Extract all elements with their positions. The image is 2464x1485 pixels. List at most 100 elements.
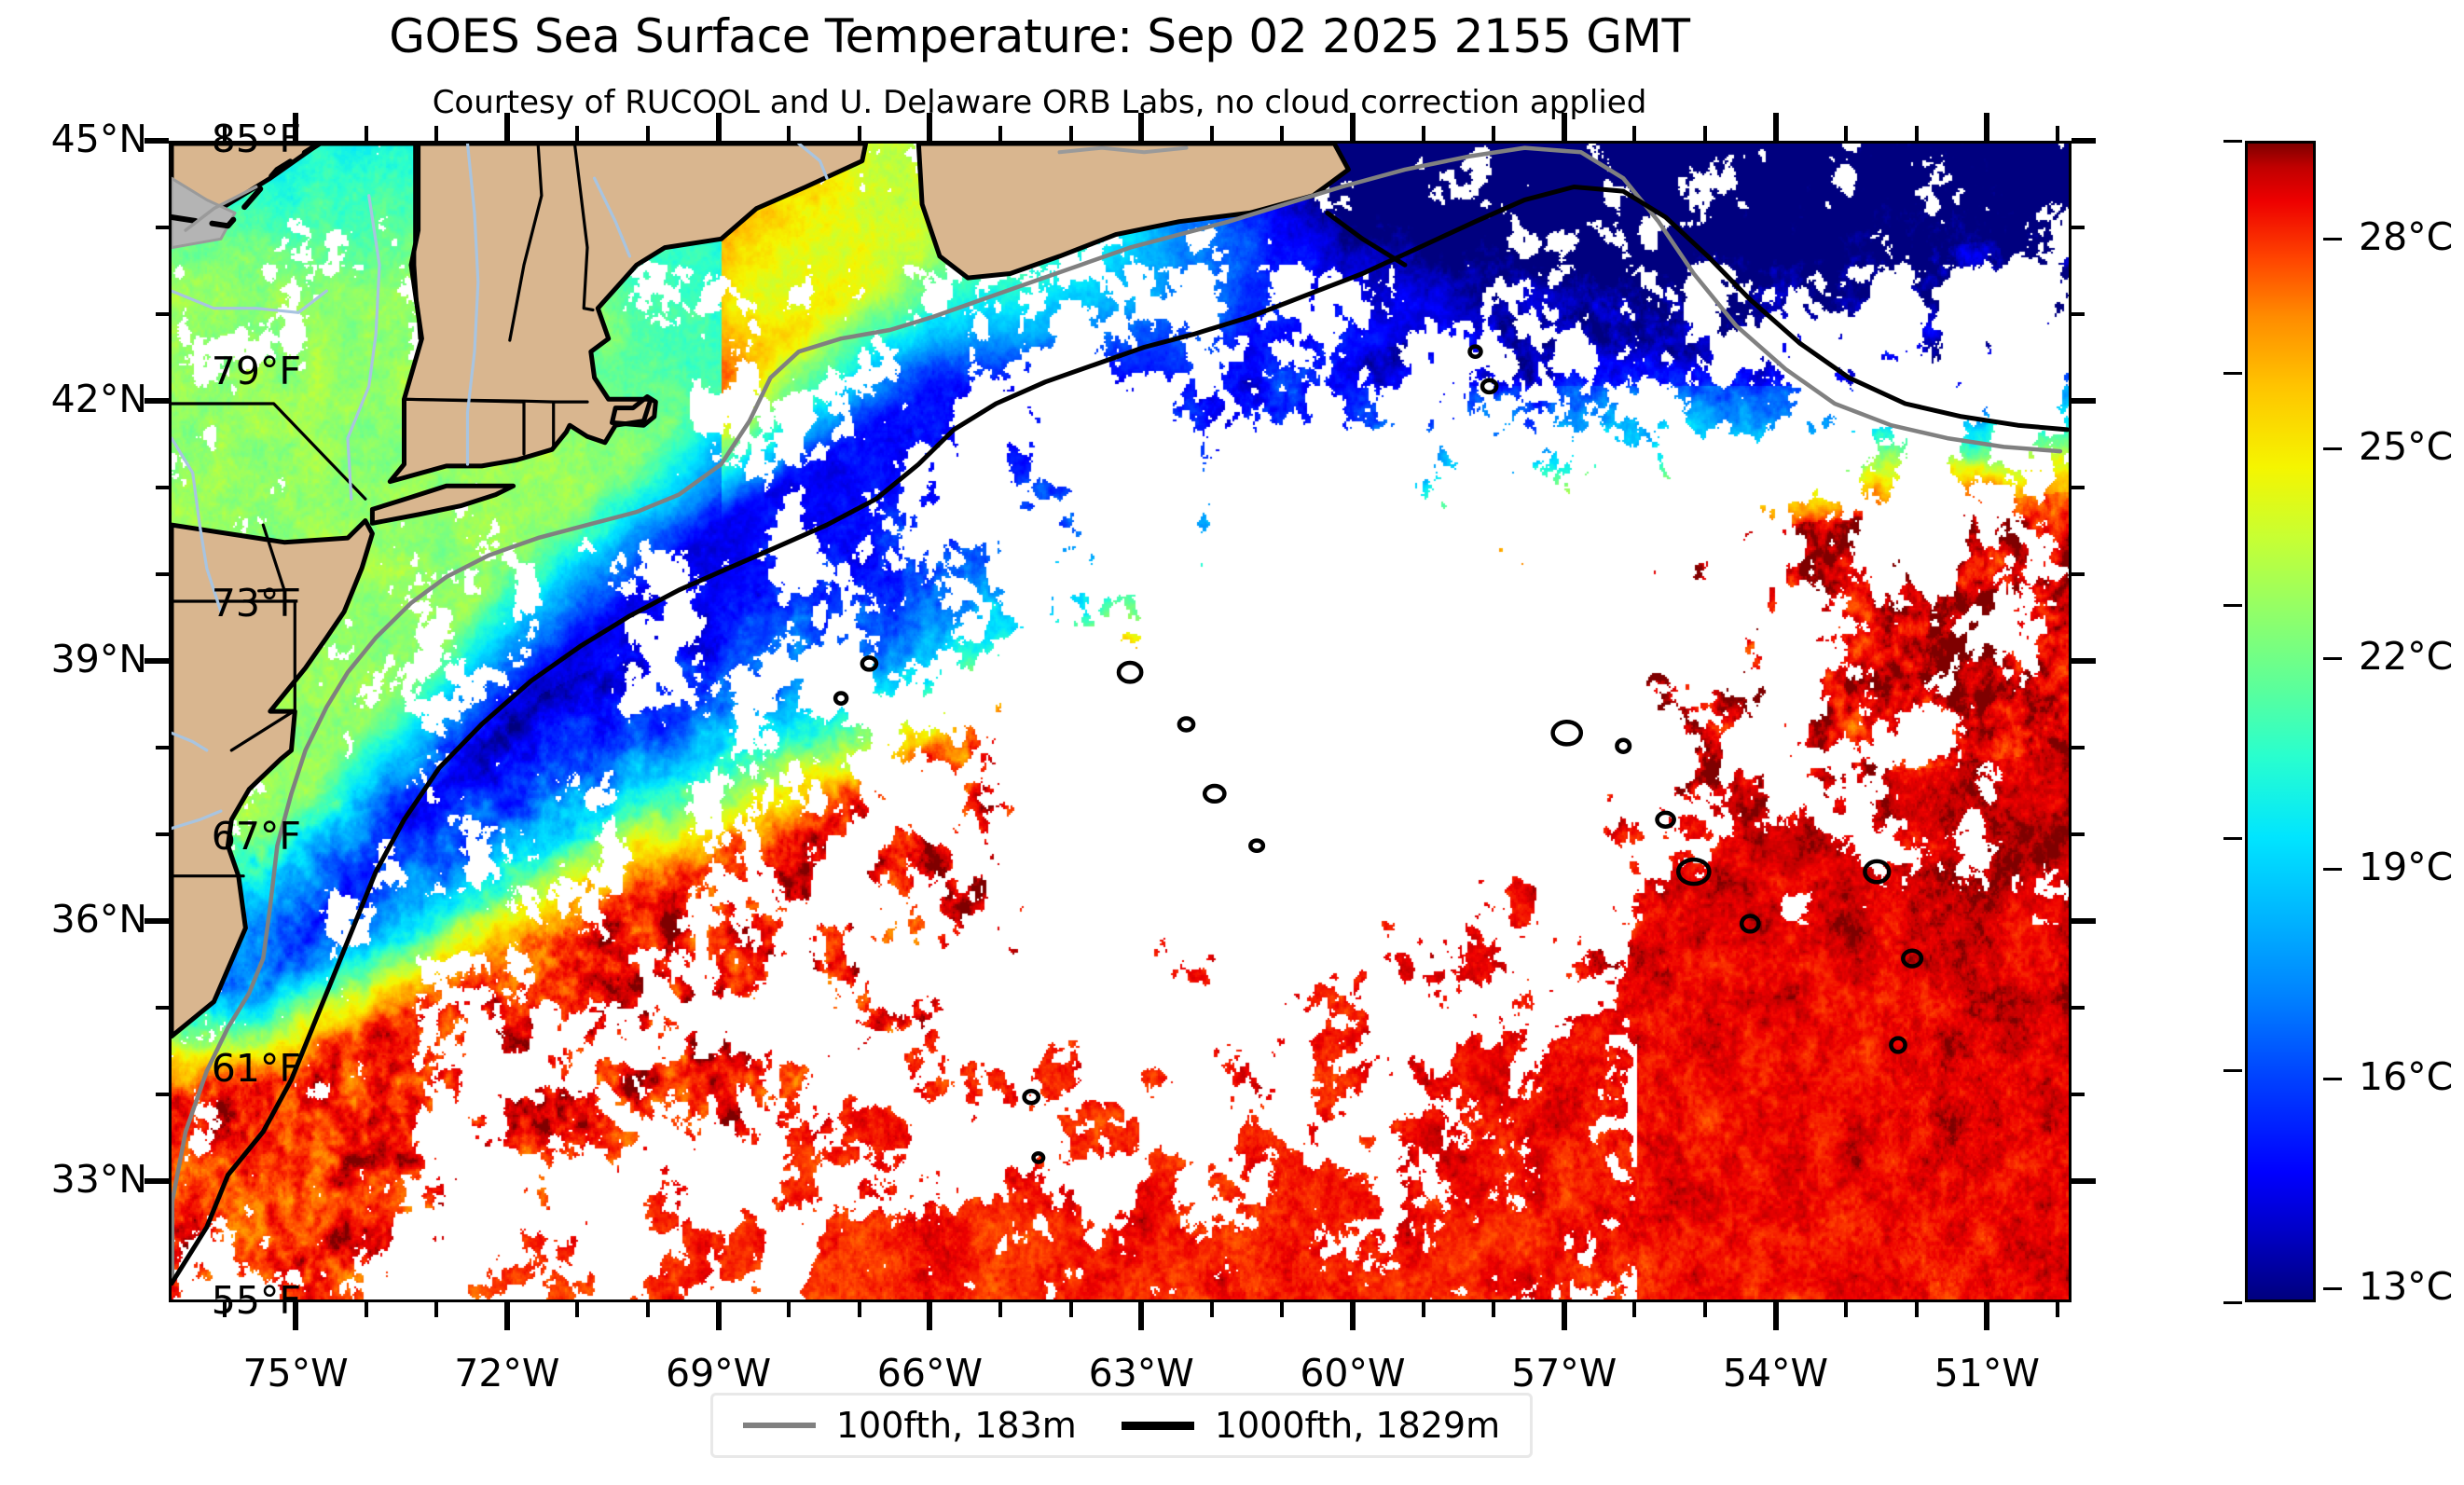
lon-tick-major — [1984, 113, 1990, 141]
nearshore-contour-ns — [1057, 145, 1189, 155]
laurentian-channel-contour — [1325, 210, 1408, 268]
lon-tick-minor — [1914, 126, 1919, 141]
coastline-3 — [610, 394, 658, 428]
lon-tick-minor — [998, 1302, 1002, 1317]
lon-tick-minor — [2055, 1302, 2059, 1317]
lat-tick-major — [145, 1177, 169, 1184]
lon-tick-minor — [1914, 1302, 1919, 1317]
lon-tick-minor — [646, 126, 651, 141]
lon-tick-minor — [1280, 1302, 1285, 1317]
lon-label: 63°W — [1088, 1351, 1194, 1396]
lat-tick-minor — [2072, 1092, 2085, 1096]
lon-tick-minor — [1702, 1302, 1707, 1317]
lat-tick-major — [145, 657, 169, 664]
lon-tick-minor — [575, 126, 580, 141]
lon-tick-minor — [223, 126, 227, 141]
colorbar-tick-dash — [2323, 238, 2342, 241]
lat-tick-major — [145, 397, 169, 404]
lon-tick-major — [927, 1302, 933, 1330]
colorbar-tick-dash — [2323, 447, 2342, 451]
coastline-2 — [915, 144, 1351, 281]
colorbar-fahrenheit-label: 85°F — [211, 117, 301, 161]
colorbar-celsius-label: 16°C — [2359, 1053, 2454, 1099]
lat-label: 36°N — [50, 896, 147, 942]
lat-tick-minor — [156, 745, 169, 749]
seamount-contour-11 — [1889, 1036, 1907, 1054]
state-border-8 — [172, 402, 367, 501]
lon-tick-minor — [575, 1302, 580, 1317]
temperature-colorbar[interactable] — [2245, 141, 2316, 1302]
state-border-2 — [572, 144, 595, 312]
lon-tick-major — [1138, 113, 1145, 141]
lon-tick-major — [1349, 1302, 1356, 1330]
lat-tick-minor — [156, 832, 169, 836]
colorbar-celsius-label: 13°C — [2359, 1263, 2454, 1309]
seamount-contour-7 — [1675, 857, 1712, 887]
lon-tick-minor — [787, 126, 792, 141]
lon-tick-minor — [1632, 126, 1637, 141]
lon-tick-major — [1984, 1302, 1990, 1330]
lon-tick-major — [927, 113, 933, 141]
bathymetry-100fth-contour — [204, 145, 2063, 1074]
lat-tick-minor — [156, 485, 169, 489]
lon-tick-minor — [787, 1302, 792, 1317]
lat-tick-major — [2072, 138, 2096, 144]
seamount-contour-16 — [860, 655, 879, 672]
legend-item-1000fth: 1000fth, 1829m — [1121, 1405, 1500, 1446]
seamount-contour-9 — [1863, 859, 1892, 885]
colorbar-celsius-label: 25°C — [2359, 424, 2454, 470]
lon-tick-major — [293, 1302, 299, 1330]
lat-label: 45°N — [50, 117, 147, 161]
lon-tick-major — [503, 1302, 510, 1330]
colorbar-fahrenheit-label: 79°F — [211, 349, 301, 394]
international-border — [172, 144, 323, 229]
seamount-contour-8 — [1739, 914, 1761, 934]
seamount-contour-1 — [1177, 716, 1196, 733]
lat-tick-minor — [156, 311, 169, 316]
seamount-contour-14 — [1022, 1089, 1041, 1106]
seamount-contour-13 — [1480, 378, 1499, 395]
colorbar-tick-dash — [2323, 1077, 2342, 1080]
state-border-12 — [229, 708, 296, 752]
river-5 — [593, 176, 631, 258]
seamount-contour-2 — [1202, 783, 1227, 804]
lon-tick-minor — [1492, 126, 1496, 141]
colorbar-tick-dash — [2223, 836, 2242, 840]
lon-label: 57°W — [1511, 1351, 1617, 1396]
colorbar-fahrenheit-label: 73°F — [211, 581, 301, 626]
lon-tick-minor — [857, 1302, 861, 1317]
legend-item-100fth: 100fth, 183m — [742, 1405, 1077, 1446]
map-vector-overlay — [172, 144, 2069, 1286]
legend-label-100fth: 100fth, 183m — [835, 1405, 1077, 1446]
river-6 — [797, 144, 829, 180]
lat-tick-minor — [2072, 311, 2085, 316]
lat-tick-minor — [2072, 485, 2085, 489]
lat-label: 42°N — [50, 376, 147, 421]
lon-tick-minor — [364, 1302, 368, 1317]
colorbar-tick-dash — [2323, 657, 2342, 661]
lon-tick-minor — [998, 126, 1002, 141]
lon-tick-minor — [1068, 1302, 1073, 1317]
lon-tick-minor — [1844, 126, 1849, 141]
lat-tick-minor — [2072, 1005, 2085, 1010]
lon-label: 69°W — [666, 1351, 772, 1396]
lat-tick-minor — [156, 1092, 169, 1096]
colorbar-tick-dash — [2223, 604, 2242, 608]
map-plot-area[interactable] — [169, 141, 2072, 1302]
lon-tick-minor — [434, 1302, 439, 1317]
seamount-contour-3 — [1248, 838, 1266, 854]
lon-tick-minor — [1280, 126, 1285, 141]
seamount-contour-12 — [1467, 344, 1483, 360]
lake-outline-0 — [172, 176, 237, 250]
lon-tick-minor — [223, 1302, 227, 1317]
lat-tick-minor — [156, 571, 169, 576]
lat-tick-minor — [2072, 745, 2085, 749]
lon-tick-major — [1561, 113, 1567, 141]
lon-tick-minor — [1421, 1302, 1425, 1317]
seamount-contour-10 — [1901, 948, 1924, 969]
lon-tick-major — [715, 113, 722, 141]
colorbar-celsius-label: 22°C — [2359, 634, 2454, 680]
bathymetry-100fth-contour-south — [172, 1068, 210, 1282]
lon-label: 60°W — [1300, 1351, 1406, 1396]
